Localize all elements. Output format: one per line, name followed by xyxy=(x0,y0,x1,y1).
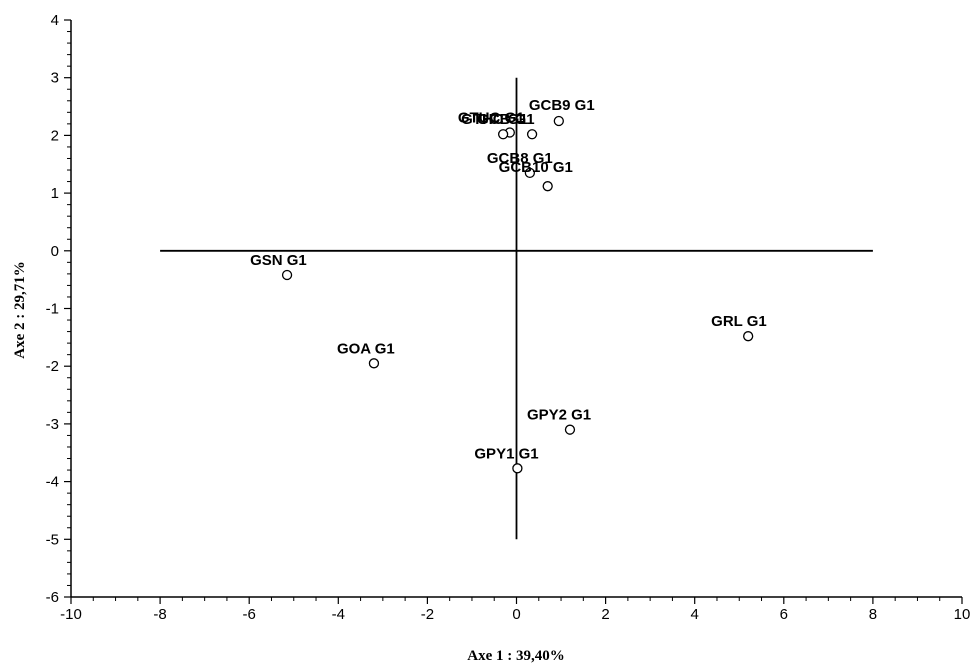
data-point xyxy=(743,331,754,342)
y-tick-label: 4 xyxy=(51,12,59,29)
data-point xyxy=(497,129,509,140)
x-tick-label: 10 xyxy=(954,606,971,623)
y-tick-label: 0 xyxy=(51,243,59,260)
data-point xyxy=(542,181,553,192)
x-tick-label: 0 xyxy=(512,606,520,623)
x-axis-title: Axe 1 : 39,40% xyxy=(467,648,565,664)
reference-lines xyxy=(160,77,873,540)
x-tick-label: -4 xyxy=(332,606,345,623)
data-point-label: GOA G1 xyxy=(337,340,395,357)
data-point xyxy=(368,358,380,369)
data-point-label: GPY1 G1 xyxy=(474,445,538,462)
y-tick-label: 3 xyxy=(51,70,59,87)
x-tick-label: -2 xyxy=(421,606,434,623)
y-tick-label: -5 xyxy=(46,531,59,548)
x-tick-label: -8 xyxy=(153,606,166,623)
y-tick-label: -1 xyxy=(46,301,59,318)
y-tick-label: -2 xyxy=(46,358,59,375)
y-tick-label: -4 xyxy=(46,474,59,491)
data-point-label: GRL G1 xyxy=(711,313,767,330)
data-point-label: GTUC G1 xyxy=(458,110,525,127)
x-tick-label: 6 xyxy=(780,606,788,623)
data-point xyxy=(553,115,564,127)
x-tick-label: 4 xyxy=(691,606,699,623)
y-tick-label: -3 xyxy=(46,416,59,433)
data-point xyxy=(281,269,293,281)
data-point-label: GCB9 G1 xyxy=(529,97,595,114)
data-point-label: GPY2 G1 xyxy=(527,407,591,424)
data-point xyxy=(524,167,536,179)
y-axis-title: Axe 2 : 29,71% xyxy=(12,261,28,359)
x-tick-label: 8 xyxy=(869,606,877,623)
data-point xyxy=(526,129,538,140)
data-point xyxy=(512,463,523,474)
data-point-label: GCB10 G1 xyxy=(499,159,573,176)
y-tick-label: 2 xyxy=(51,127,59,144)
data-point-label: GCB G1 xyxy=(477,111,535,128)
data-point-label: GCB8 G1 xyxy=(487,150,553,167)
x-tick-label: -6 xyxy=(243,606,256,623)
x-tick-label: -10 xyxy=(60,606,82,623)
data-point-label: GSN G1 xyxy=(250,252,307,269)
data-point-label: GTHC G1 xyxy=(461,111,528,128)
y-tick-label: 1 xyxy=(51,185,59,202)
x-tick-label: 2 xyxy=(601,606,609,623)
data-point xyxy=(564,424,576,435)
y-tick-label: -6 xyxy=(46,589,59,606)
